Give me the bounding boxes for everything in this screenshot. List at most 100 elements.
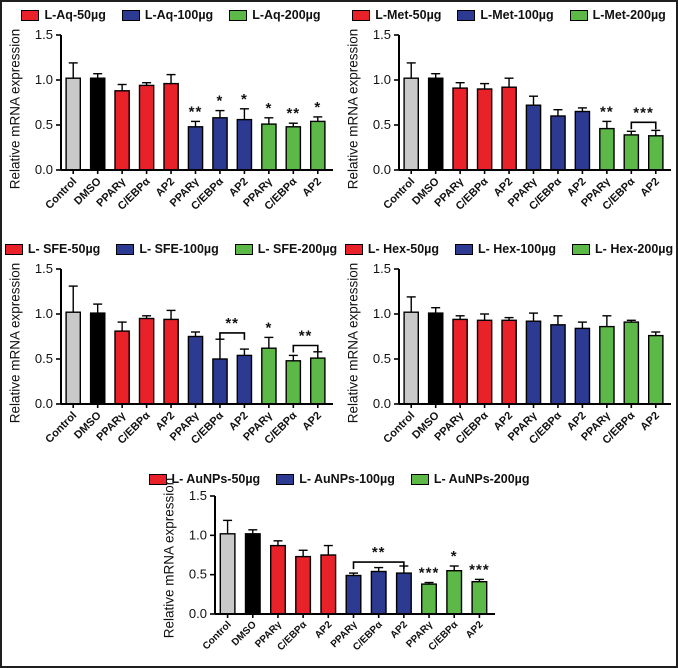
y-tick-label: 1.5 (373, 27, 391, 42)
y-axis-title: Relative mRNA expression (6, 258, 24, 470)
bar-PPARγ (599, 127, 615, 171)
bar-AP2 (236, 354, 253, 405)
bar-C/EBPα (623, 321, 640, 405)
ticks (56, 34, 319, 174)
category-label: AP2 (300, 410, 324, 434)
significance-asterisk: ** (600, 103, 614, 120)
significance-asterisk: ** (286, 105, 300, 122)
bar-PPARγ (452, 87, 468, 171)
significance-asterisk: * (314, 99, 321, 116)
legend-label: L- SFE-200µg (257, 242, 338, 256)
bar-AP2 (163, 318, 179, 405)
ticks (56, 268, 319, 408)
y-axis-title: Relative mRNA expression (160, 478, 178, 664)
legend-label: L-Met-200µg (592, 8, 666, 22)
y-axis-title-text: Relative mRNA expression (345, 28, 361, 190)
y-axis-title: Relative mRNA expression (6, 24, 24, 236)
legend-item: L- AuNPs-200µg (410, 472, 530, 486)
bar-PPARγ (452, 318, 468, 405)
bar-Control (403, 311, 419, 405)
legend-item: L- SFE-100µg (116, 242, 219, 256)
bar-C/EBPα (212, 358, 228, 405)
significance-bracket (292, 344, 319, 353)
legend-label: L-Aq-200µg (252, 8, 321, 22)
y-tick-label: 1.0 (35, 72, 53, 87)
legend-label: L-Aq-100µg (144, 8, 214, 22)
bar-PPARγ (114, 330, 130, 405)
bar-DMSO (244, 533, 261, 615)
category-label: AP2 (638, 410, 662, 434)
legend-item: L-Aq-200µg (229, 8, 321, 22)
category-label: Control (43, 410, 79, 446)
significance-asterisk: * (265, 319, 272, 336)
chart-l-sfe: L- SFE-50µg L- SFE-100µg L- SFE-200µg Rela… (4, 240, 338, 470)
bar-C/EBPα (476, 319, 493, 405)
plot-row: Relative mRNA expression Control DMSO PPAR… (6, 258, 336, 470)
ticks (394, 268, 657, 408)
legend-swatch-dose50 (21, 9, 40, 21)
bar-AP2 (501, 86, 517, 171)
legend-label: L- Hex-200µg (595, 242, 674, 256)
axes (398, 269, 671, 405)
bar-C/EBPα (370, 570, 387, 615)
legend-swatch-dose200 (410, 473, 429, 485)
legend-item: L-Aq-100µg (121, 8, 214, 22)
error-bars (223, 519, 484, 585)
legend-swatch-dose100 (121, 9, 140, 21)
bars (65, 77, 326, 171)
bar-AP2 (310, 120, 326, 171)
significance-asterisk: * (241, 91, 248, 108)
legend-label: L- Hex-100µg (477, 242, 557, 256)
bar-Control (403, 77, 419, 171)
bar-PPARγ (269, 544, 286, 615)
y-tick-label: 0.0 (189, 606, 207, 621)
legend-item: L-Met-50µg (352, 8, 441, 22)
plot-row: Relative mRNA expression Control DMSO PPAR… (344, 258, 674, 470)
significance-marks: ***** (219, 315, 319, 353)
bar-DMSO (427, 312, 444, 405)
legend-swatch-dose100 (454, 243, 473, 255)
y-tick-label: 0.5 (35, 351, 53, 366)
legend-item: L- SFE-50µg (4, 242, 101, 256)
y-tick-label: 0.5 (373, 117, 391, 132)
significance-bracket (352, 561, 405, 570)
bar-AP2 (236, 118, 253, 171)
y-tick-label: 1.5 (373, 261, 391, 276)
chart-l-hex: L- Hex-50µg L- Hex-100µg L- Hex-200µg Rela… (344, 240, 674, 470)
legend-swatch-dose200 (234, 243, 253, 255)
plot-row: Relative mRNA expression Control DMSO PPAR… (344, 24, 674, 236)
bar-Control (219, 533, 236, 615)
legend-label: L- SFE-100µg (139, 242, 219, 256)
bar-DMSO (427, 77, 444, 171)
y-tick-label: 1.0 (373, 72, 391, 87)
legend-swatch-dose200 (229, 9, 248, 21)
legend-item: L-Met-200µg (569, 8, 666, 22)
legend-swatch-dose100 (116, 243, 135, 255)
bar-AP2 (501, 319, 517, 405)
legend-item: L- AuNPs-50µg (148, 472, 261, 486)
legend-label: L- SFE-50µg (27, 242, 101, 256)
y-axis-title-text: Relative mRNA expression (7, 28, 23, 190)
significance-asterisk: ** (225, 315, 239, 332)
y-tick-label: 0.0 (35, 162, 53, 177)
bar-AP2 (471, 580, 488, 615)
significance-asterisk: *** (419, 565, 440, 582)
significance-asterisk: *** (633, 104, 654, 121)
significance-marks: *** ** ** * (189, 91, 321, 122)
bar-C/EBPα (550, 115, 566, 171)
legend-l-hex: L- Hex-50µg L- Hex-100µg L- Hex-200µg (344, 240, 674, 258)
legend-label: L- AuNPs-200µg (433, 472, 530, 486)
legend-swatch-dose50 (352, 9, 371, 21)
category-label: Control (43, 176, 79, 212)
bar-PPARγ (261, 347, 277, 405)
category-label: Control (201, 619, 234, 652)
legend-label: L- AuNPs-50µg (171, 472, 261, 486)
legend-item: L-Met-100µg (457, 8, 554, 22)
error-bars (406, 62, 661, 136)
y-tick-label: 0.0 (35, 396, 53, 411)
chart-l-met: L-Met-50µg L-Met-100µg L-Met-200µg Relativ… (344, 6, 674, 236)
bar-C/EBPα (138, 84, 155, 171)
